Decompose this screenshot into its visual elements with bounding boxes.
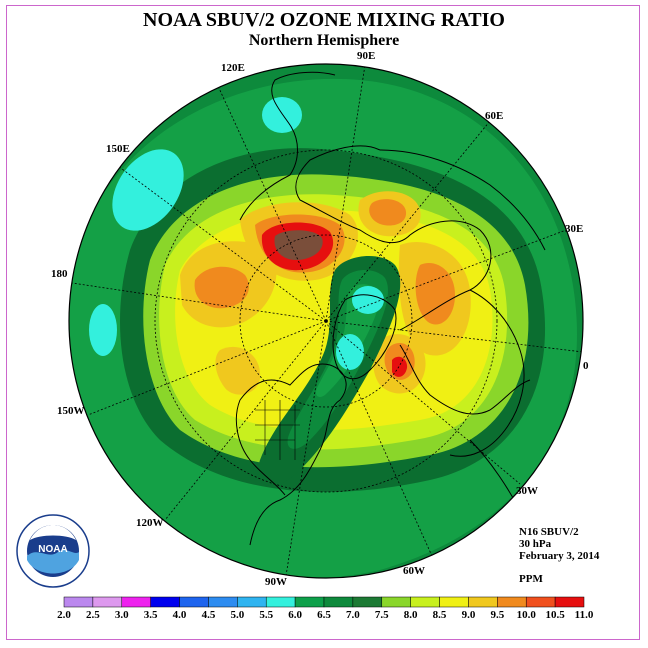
colorbar-label: 2.5 bbox=[86, 609, 100, 621]
meridian-150w bbox=[87, 320, 327, 416]
colorbar-label: 4.5 bbox=[202, 609, 216, 621]
lon-label-30w: 30W bbox=[516, 485, 538, 497]
coastline-north-america bbox=[235, 363, 347, 546]
colorbar-label: 7.5 bbox=[375, 609, 389, 621]
colorbar-label: 6.5 bbox=[317, 609, 331, 621]
lon-label-90e: 90E bbox=[357, 50, 376, 62]
units-label: PPM bbox=[519, 573, 543, 585]
field-cyan-pacific-2 bbox=[89, 304, 117, 356]
colorbar-label: 3.5 bbox=[144, 609, 158, 621]
meridian-120w bbox=[164, 320, 327, 521]
meridian-150e bbox=[109, 159, 327, 322]
latitude-circle-30 bbox=[154, 149, 498, 493]
field-orange-1 bbox=[194, 266, 249, 309]
colorbar-swatch bbox=[92, 596, 123, 608]
colorbar-label: 4.0 bbox=[173, 609, 187, 621]
colorbar-swatch bbox=[179, 596, 209, 608]
colorbar-label: 3.0 bbox=[115, 609, 129, 621]
field-orange-light-6 bbox=[215, 346, 261, 395]
lon-label-0: 0 bbox=[583, 360, 589, 372]
colorbar-swatch bbox=[497, 596, 527, 608]
coastline-greenland bbox=[332, 294, 397, 380]
colorbar-label: 5.5 bbox=[259, 609, 273, 621]
colorbar-label: 5.0 bbox=[230, 609, 244, 621]
colorbar-swatch bbox=[554, 596, 585, 608]
lon-label-120w: 120W bbox=[136, 517, 164, 529]
globe-outline bbox=[68, 63, 584, 579]
coastline-eurasia bbox=[295, 145, 546, 457]
colorbar-label: 8.5 bbox=[433, 609, 447, 621]
colorbar-swatch bbox=[410, 596, 440, 608]
meridian-60w bbox=[325, 320, 433, 557]
meridian-30e bbox=[325, 229, 567, 322]
colorbar-label: 6.0 bbox=[288, 609, 302, 621]
date-label: February 3, 2014 bbox=[519, 550, 600, 562]
graticule bbox=[71, 64, 583, 577]
colorbar-label: 9.0 bbox=[462, 609, 476, 621]
meridian-60e bbox=[325, 120, 491, 322]
pressure-label: 30 hPa bbox=[519, 538, 552, 550]
colorbar-swatch bbox=[121, 596, 151, 608]
meridian-90w bbox=[285, 320, 327, 577]
satellite-label: N16 SBUV/2 bbox=[519, 526, 579, 538]
colorbar-label: 10.5 bbox=[545, 609, 565, 621]
colorbar-label: 10.0 bbox=[517, 609, 537, 621]
colorbar-swatch bbox=[468, 596, 498, 608]
coastline-siberia bbox=[239, 71, 336, 221]
colorbar-swatch bbox=[265, 596, 296, 608]
lon-label-180: 180 bbox=[51, 268, 68, 280]
field-orange-3 bbox=[415, 263, 455, 325]
colorbar-label: 7.0 bbox=[346, 609, 360, 621]
colorbar-swatch bbox=[150, 596, 180, 608]
colorbar-swatch bbox=[294, 596, 325, 608]
colorbar: 2.0 2.5 3.0 3.5 4.0 4.5 5.0 5.5 6.0 6.5 7.0 7.5 8.0 8… bbox=[57, 596, 594, 621]
colorbar-swatch bbox=[63, 596, 94, 608]
colorbar-label: 9.5 bbox=[490, 609, 504, 621]
colorbar-swatch bbox=[352, 596, 383, 608]
field-cyan-siberia bbox=[262, 97, 302, 133]
colorbar-label: 11.0 bbox=[575, 609, 594, 621]
image-frame bbox=[6, 5, 640, 640]
colorbar-swatch bbox=[439, 596, 469, 608]
meridian-120e bbox=[217, 85, 327, 322]
colorbar-swatch bbox=[381, 596, 411, 608]
colorbar-label: 8.0 bbox=[404, 609, 418, 621]
field-cyan-pacific-1 bbox=[112, 149, 184, 231]
meridian-90e bbox=[325, 64, 366, 322]
colorbar-swatch bbox=[323, 596, 354, 608]
lon-label-120e: 120E bbox=[221, 62, 245, 74]
lon-label-90w: 90W bbox=[265, 576, 287, 588]
coastline-us-states bbox=[255, 400, 300, 460]
colorbar-swatch bbox=[237, 596, 267, 608]
field-orange-4 bbox=[369, 199, 407, 226]
colorbar-swatch bbox=[208, 596, 238, 608]
map-subtitle: Northern Hemisphere bbox=[248, 32, 400, 49]
coastlines bbox=[235, 71, 546, 546]
latitude-circle-60 bbox=[239, 234, 413, 408]
field-cyan-vortex-1 bbox=[352, 286, 384, 314]
colorbar-label: 2.0 bbox=[57, 609, 71, 621]
lon-label-60w: 60W bbox=[403, 565, 425, 577]
coastline-europe bbox=[399, 344, 531, 415]
lon-label-30e: 30E bbox=[565, 223, 584, 235]
meridian-0 bbox=[325, 320, 583, 353]
meridian-180 bbox=[71, 282, 327, 322]
lon-label-150w: 150W bbox=[57, 405, 85, 417]
lon-label-60e: 60E bbox=[485, 110, 504, 122]
field-red-2 bbox=[392, 356, 408, 377]
lon-label-150e: 150E bbox=[106, 143, 130, 155]
colorbar-swatch bbox=[525, 596, 556, 608]
field-brown-max bbox=[274, 230, 323, 260]
field-cyan-vortex-2 bbox=[336, 334, 364, 370]
map-title: NOAA SBUV/2 OZONE MIXING RATIO bbox=[143, 9, 505, 31]
